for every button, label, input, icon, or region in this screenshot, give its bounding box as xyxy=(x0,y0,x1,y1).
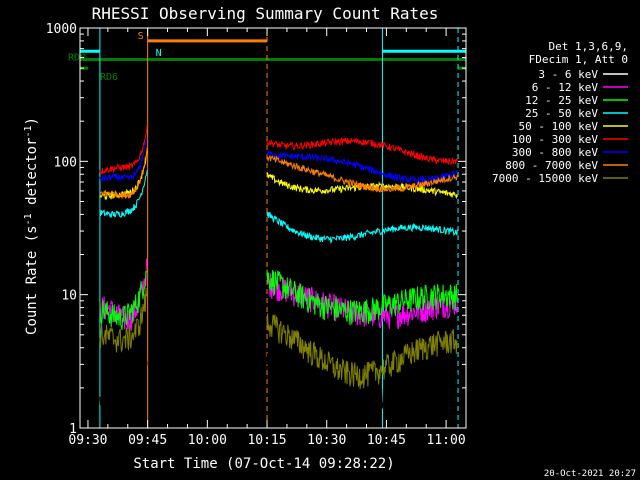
y-axis-label-part: Count Rate (s xyxy=(24,225,40,335)
x-tick-label: 09:30 xyxy=(68,433,107,448)
x-tick-label: 10:15 xyxy=(247,433,286,448)
chart-title: RHESSI Observing Summary Count Rates xyxy=(92,4,439,23)
series-line-0 xyxy=(266,351,458,420)
y-tick-label: 1 xyxy=(69,422,77,437)
x-axis-label: Start Time (07-Oct-14 09:28:22) xyxy=(133,456,394,472)
series-line-2 xyxy=(266,269,458,326)
flag-label-rd0: RD0 xyxy=(68,53,86,64)
flag-label-n: N xyxy=(156,48,162,59)
flag-label-s: S xyxy=(138,31,144,42)
series-line-5 xyxy=(266,136,458,166)
flag-layer: S N RD0 RD6 xyxy=(68,31,466,83)
y-axis-label-part: detector xyxy=(24,138,40,214)
x-tick-label: 10:30 xyxy=(307,433,346,448)
series-line-7 xyxy=(99,147,148,199)
series-line-6 xyxy=(99,137,148,182)
axis-layer: 09:30 09:45 10:00 10:15 10:30 10:45 11:00 1 10 10… xyxy=(46,22,467,448)
legend-entry: 3 - 6 keV xyxy=(538,68,598,81)
y-tick-label: 1000 xyxy=(46,22,77,37)
x-tick-label: 11:00 xyxy=(427,433,466,448)
legend-entry: 300 - 800 keV xyxy=(512,146,598,159)
y-tick-label: 100 xyxy=(54,155,77,170)
series-line-7 xyxy=(266,154,458,193)
series-line-0 xyxy=(99,358,148,422)
series-line-3 xyxy=(266,211,458,244)
y-axis-label-part: ) xyxy=(24,117,40,125)
x-tick-label: 10:45 xyxy=(367,433,406,448)
legend-entry: 12 - 25 keV xyxy=(525,94,598,107)
y-tick-label: 10 xyxy=(61,289,77,304)
legend-entry: 100 - 300 keV xyxy=(512,133,598,146)
legend-header: Det 1,3,6,9, xyxy=(549,40,628,53)
legend-entry: 50 - 100 keV xyxy=(519,120,599,133)
y-axis-label-exponent: -1 xyxy=(23,125,34,137)
series-line-5 xyxy=(99,124,148,176)
series-layer xyxy=(99,124,458,422)
legend-entry: 7000 - 15000 keV xyxy=(492,172,598,185)
series-line-8 xyxy=(266,313,458,390)
y-axis-label: Count Rate (s-1 detector-1) xyxy=(23,117,40,335)
plot-frame xyxy=(79,27,467,429)
series-line-3 xyxy=(99,170,148,218)
render-timestamp: 20-Oct-2021 20:27 xyxy=(544,469,636,479)
series-line-2 xyxy=(99,270,148,331)
legend-entry: 800 - 7000 keV xyxy=(505,159,598,172)
legend-entry: 6 - 12 keV xyxy=(532,81,599,94)
series-line-8 xyxy=(99,287,148,353)
y-axis-label-exponent: -1 xyxy=(23,213,34,225)
x-tick-label: 10:00 xyxy=(188,433,227,448)
x-tick-label: 09:45 xyxy=(128,433,167,448)
flag-label-rd6: RD6 xyxy=(100,72,118,83)
legend-header: FDecim 1, Att 0 xyxy=(529,53,628,66)
legend-entry: 25 - 50 keV xyxy=(525,107,598,120)
